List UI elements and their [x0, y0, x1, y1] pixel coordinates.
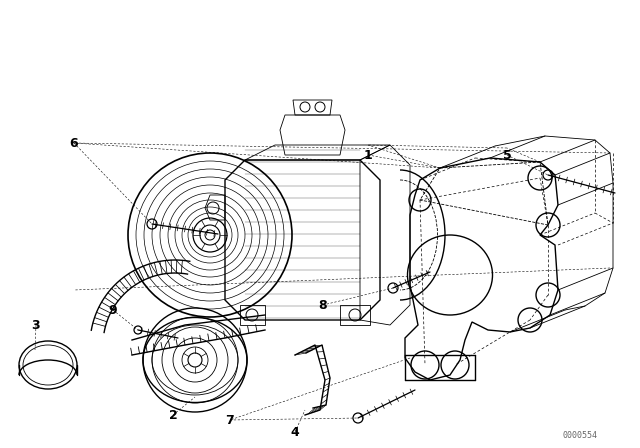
Text: 6: 6	[70, 137, 78, 150]
Text: 4: 4	[291, 426, 300, 439]
Text: 9: 9	[109, 303, 117, 316]
Text: 1: 1	[364, 148, 372, 161]
Text: 5: 5	[502, 148, 511, 161]
Text: 8: 8	[319, 298, 327, 311]
Text: 2: 2	[168, 409, 177, 422]
Text: 0000554: 0000554	[563, 431, 598, 439]
Text: 3: 3	[32, 319, 40, 332]
Text: 7: 7	[226, 414, 234, 426]
